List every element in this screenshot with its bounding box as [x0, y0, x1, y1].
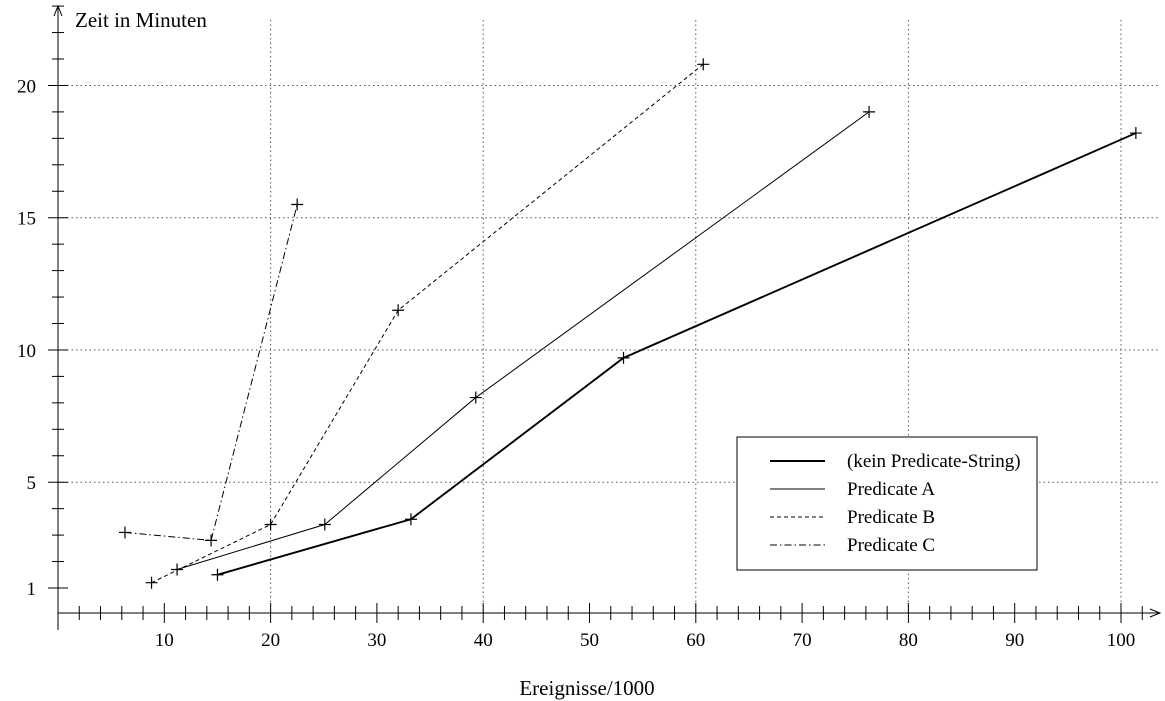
legend-label: Predicate A [847, 479, 935, 500]
y-tick-label: 10 [17, 341, 36, 362]
data-point-marker [617, 351, 630, 364]
x-tick-label: 10 [155, 630, 174, 651]
x-tick-label: 80 [899, 630, 918, 651]
data-point-marker [171, 563, 184, 576]
x-tick-label: 60 [686, 630, 705, 651]
data-point-marker [697, 58, 710, 71]
data-point-marker [118, 526, 131, 539]
y-tick-label: 20 [17, 76, 36, 97]
x-tick-label: 70 [793, 630, 812, 651]
legend: (kein Predicate-String) Predicate A Predic… [736, 436, 1038, 571]
data-point-marker [1129, 127, 1142, 140]
x-axis-title: Ereignisse/1000 [519, 676, 654, 700]
legend-label: (kein Predicate-String) [847, 451, 1021, 472]
x-tick-label: 40 [474, 630, 493, 651]
x-tick-label: 90 [1005, 630, 1024, 651]
x-tick-label: 30 [367, 630, 386, 651]
x-tick-label: 50 [580, 630, 599, 651]
legend-box [736, 436, 1038, 571]
series-2 [171, 105, 876, 576]
y-axis-title: Zeit in Minuten [75, 8, 207, 32]
series-line [124, 204, 298, 541]
data-point-marker [291, 198, 304, 211]
x-tick-label: 100 [1107, 630, 1136, 651]
data-point-marker [469, 391, 482, 404]
data-point-marker [863, 105, 876, 118]
legend-label: Predicate C [847, 535, 935, 556]
series-1 [211, 127, 1142, 581]
series-line [217, 132, 1137, 576]
y-tick-label: 5 [27, 473, 37, 494]
series-line [176, 111, 870, 570]
data-point-marker [211, 568, 224, 581]
data-point-marker [318, 518, 331, 531]
x-tick-label: 20 [261, 630, 280, 651]
series-line [151, 63, 704, 584]
data-point-marker [145, 576, 158, 589]
series-4 [118, 198, 304, 547]
legend-label: Predicate B [847, 507, 935, 528]
y-tick-label: 1 [27, 579, 37, 600]
data-point-marker [205, 534, 218, 547]
data-point-marker [264, 518, 277, 531]
data-point-marker [392, 304, 405, 317]
y-tick-label: 15 [17, 209, 36, 230]
series-3 [145, 58, 710, 589]
series-layer [118, 58, 1142, 589]
data-point-marker [404, 513, 417, 526]
x-axis-arrow [1149, 608, 1162, 618]
